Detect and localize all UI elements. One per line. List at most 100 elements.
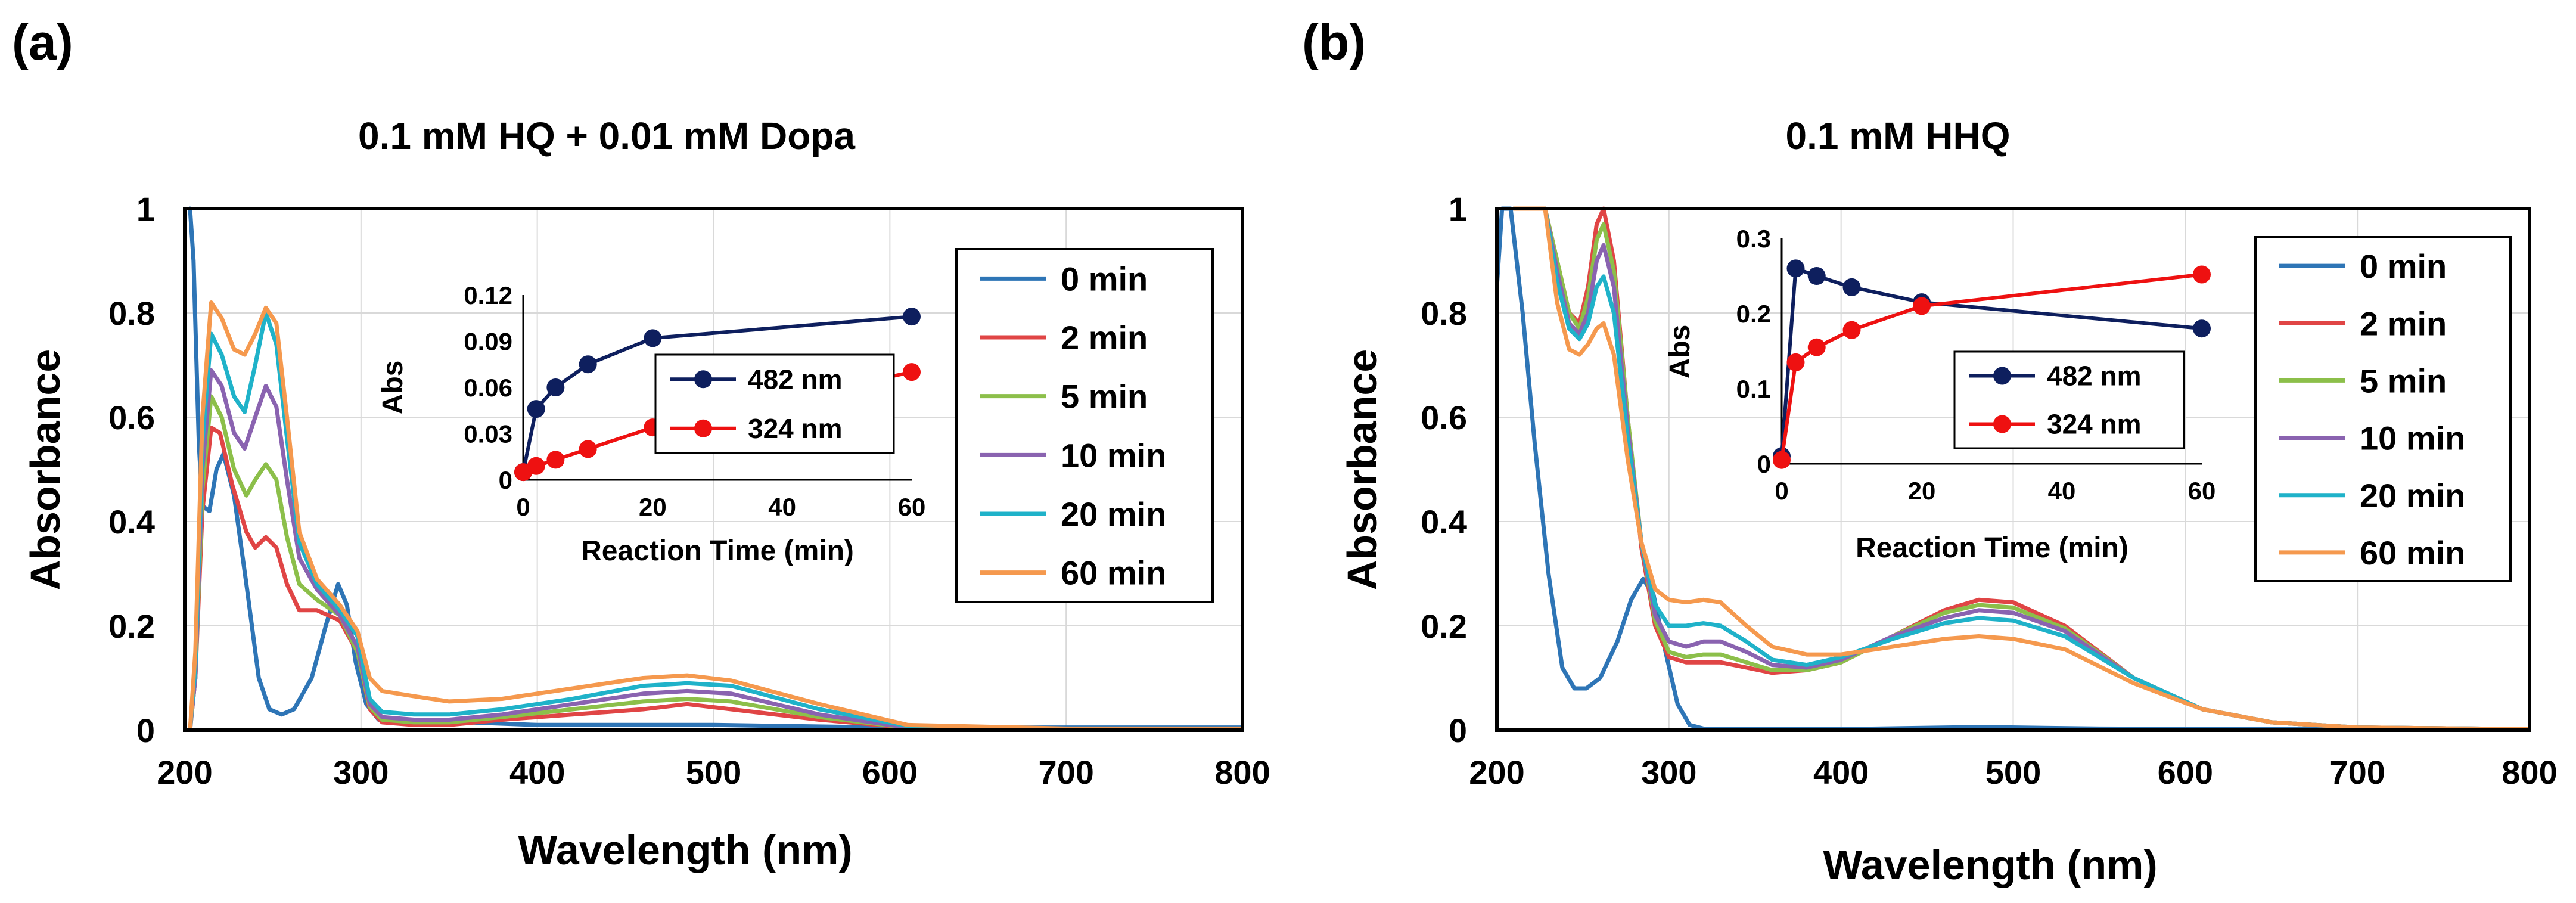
inset-legend: 482 nm 324 nm (1953, 350, 2185, 449)
inset-legend-marker (1993, 415, 2011, 433)
x-tick-label: 700 (1038, 753, 1093, 791)
legend-label: 2 min (2360, 305, 2447, 342)
legend-label: 0 min (1061, 260, 1148, 297)
legend-label: 20 min (1061, 495, 1166, 533)
inset-marker (1807, 267, 1826, 285)
chart-title-a: 0.1 mM HQ + 0.01 mM Dopa (358, 114, 855, 157)
y-tick-label: 0.2 (1421, 607, 1467, 645)
inset-legend-marker (694, 370, 712, 389)
y-tick-label: 0 (136, 712, 155, 749)
legend-label: 60 min (2360, 534, 2465, 572)
y-tick-label: 0.8 (108, 294, 155, 332)
y-tick-label: 0 (1449, 712, 1467, 749)
legend: 0 min 2 min 5 min 10 min 20 min 60 min (955, 248, 1214, 603)
x-tick-label: 200 (157, 753, 212, 791)
inset-x-tick-label: 60 (898, 493, 926, 521)
x-tick-label: 500 (686, 753, 741, 791)
inset-marker (1807, 338, 1826, 356)
inset-series-line (521, 315, 912, 473)
legend-box (2254, 236, 2512, 582)
inset-y-tick-label: 0.2 (1736, 300, 1771, 328)
inset-legend-label: 324 nm (748, 413, 843, 444)
legend-label: 10 min (1061, 436, 1166, 474)
x-axis-title: Wavelength (nm) (1823, 842, 2157, 888)
inset-marker (1842, 321, 1861, 339)
inset-y-tick-label: 0.1 (1736, 375, 1771, 403)
inset-y-tick-label: 0.03 (464, 420, 512, 448)
x-tick-label: 600 (2158, 753, 2213, 791)
chart-0: 200 300 400 500 600 700 80000.20.40.60.81Wavel… (22, 190, 1270, 873)
x-tick-label: 600 (862, 753, 918, 791)
x-tick-label: 800 (2502, 753, 2557, 791)
inset-marker (903, 308, 921, 326)
inset-marker (1842, 278, 1861, 296)
y-tick-label: 0.2 (108, 607, 155, 645)
inset-marker (546, 378, 565, 396)
inset-marker (1786, 259, 1805, 278)
inset-y-tick-label: 0 (499, 466, 512, 494)
inset-chart: 0 20 40 60 0 0.03 0.06 0.09 0.12 Reaction Time (m… (377, 281, 925, 567)
y-tick-label: 0.4 (1421, 503, 1467, 541)
inset-legend-label: 482 nm (748, 364, 843, 395)
inset-x-tick-label: 40 (768, 493, 796, 521)
inset-marker (527, 400, 545, 418)
series-line-60-min (188, 300, 1242, 730)
y-tick-label: 1 (1449, 190, 1467, 228)
inset-legend-label: 482 nm (2047, 361, 2142, 392)
inset-marker (644, 329, 662, 347)
x-axis-title: Wavelength (nm) (518, 827, 852, 873)
legend-label: 5 min (1061, 378, 1148, 415)
inset-legend-label: 324 nm (2047, 409, 2142, 440)
legend-label: 60 min (1061, 554, 1166, 592)
inset-legend-marker (1993, 367, 2011, 385)
inset-series-line (1780, 266, 2202, 457)
x-tick-label: 500 (1985, 753, 2041, 791)
legend-label: 20 min (2360, 477, 2465, 514)
x-tick-label: 400 (509, 753, 565, 791)
y-tick-label: 0.6 (1421, 399, 1467, 436)
inset-marker (903, 363, 921, 381)
legend: 0 min 2 min 5 min 10 min 20 min 60 min (2254, 236, 2512, 582)
legend-label: 10 min (2360, 420, 2465, 457)
series-line-10-min (1512, 206, 2530, 730)
inset-marker (2193, 265, 2211, 284)
inset-legend-box (1953, 350, 2185, 449)
y-tick-label: 0.6 (108, 399, 155, 436)
series-line-20-min (1512, 206, 2530, 730)
inset-marker (1913, 297, 1931, 315)
inset-x-tick-label: 20 (639, 493, 667, 521)
series-line-20-min (188, 311, 1242, 730)
inset-marker (2193, 319, 2211, 338)
panel-b: (b) 0.1 mM HHQ (1302, 14, 2010, 157)
series-group (188, 206, 1242, 730)
inset-marker (1786, 353, 1805, 371)
y-axis-title: Absorbance (1339, 349, 1385, 591)
panel-a: (a) 0.1 mM HQ + 0.01 mM Dopa (12, 14, 855, 157)
inset-y-tick-label: 0.3 (1736, 225, 1771, 253)
x-tick-label: 300 (1641, 753, 1696, 791)
inset-y-axis-title: Abs (377, 361, 409, 415)
inset-x-axis-title: Reaction Time (min) (1856, 532, 2128, 564)
inset-y-axis-title: Abs (1664, 325, 1696, 379)
inset-marker (579, 440, 597, 458)
legend-label: 5 min (2360, 362, 2447, 399)
inset-x-tick-label: 60 (2188, 477, 2216, 505)
inset-y-tick-label: 0.09 (464, 328, 512, 356)
inset-chart: 0 20 40 60 0 0.1 0.2 0.3 Reaction Time (min) Abs 4… (1664, 225, 2215, 564)
series-line-60-min (1512, 206, 2530, 730)
x-tick-label: 700 (2329, 753, 2385, 791)
y-tick-label: 0.4 (108, 503, 155, 541)
plot-frame (1495, 207, 2531, 732)
y-tick-label: 0.8 (1421, 294, 1467, 332)
inset-marker (527, 457, 545, 475)
inset-x-tick-label: 0 (1775, 477, 1788, 505)
inset-marker (1773, 451, 1791, 469)
chart-1: 200 300 400 500 600 700 80000.20.40.60.81Wavel… (1339, 190, 2558, 888)
x-tick-label: 300 (333, 753, 389, 791)
plot-frame (183, 207, 1244, 732)
legend-label: 2 min (1061, 319, 1148, 356)
inset-legend-marker (694, 419, 712, 437)
chart-title-b: 0.1 mM HHQ (1786, 114, 2011, 157)
inset-y-tick-label: 0.06 (464, 374, 512, 402)
